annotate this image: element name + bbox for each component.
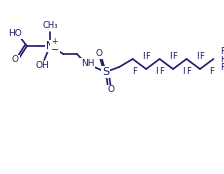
Text: F: F: [159, 67, 164, 76]
Text: O: O: [107, 85, 114, 94]
Text: F: F: [186, 67, 191, 76]
Text: F: F: [169, 52, 174, 61]
Text: HO: HO: [9, 30, 22, 38]
Text: F: F: [142, 52, 147, 61]
Text: +: +: [52, 37, 58, 45]
Text: F: F: [182, 67, 187, 76]
Text: O: O: [95, 49, 103, 58]
Text: O: O: [12, 56, 19, 65]
Text: F: F: [155, 67, 160, 76]
Text: F: F: [199, 52, 204, 61]
Text: F: F: [209, 67, 214, 76]
Text: S: S: [102, 67, 109, 77]
Text: −: −: [51, 45, 59, 55]
Text: F: F: [172, 52, 177, 61]
Text: OH: OH: [35, 61, 49, 70]
Text: F: F: [221, 62, 224, 72]
Text: F: F: [145, 52, 150, 61]
Text: CH₃: CH₃: [42, 22, 58, 30]
Text: NH: NH: [81, 58, 94, 68]
Text: F: F: [221, 54, 224, 64]
Text: N: N: [46, 41, 54, 51]
Text: F: F: [132, 67, 137, 76]
Text: F: F: [196, 52, 201, 61]
Text: F: F: [221, 46, 224, 56]
